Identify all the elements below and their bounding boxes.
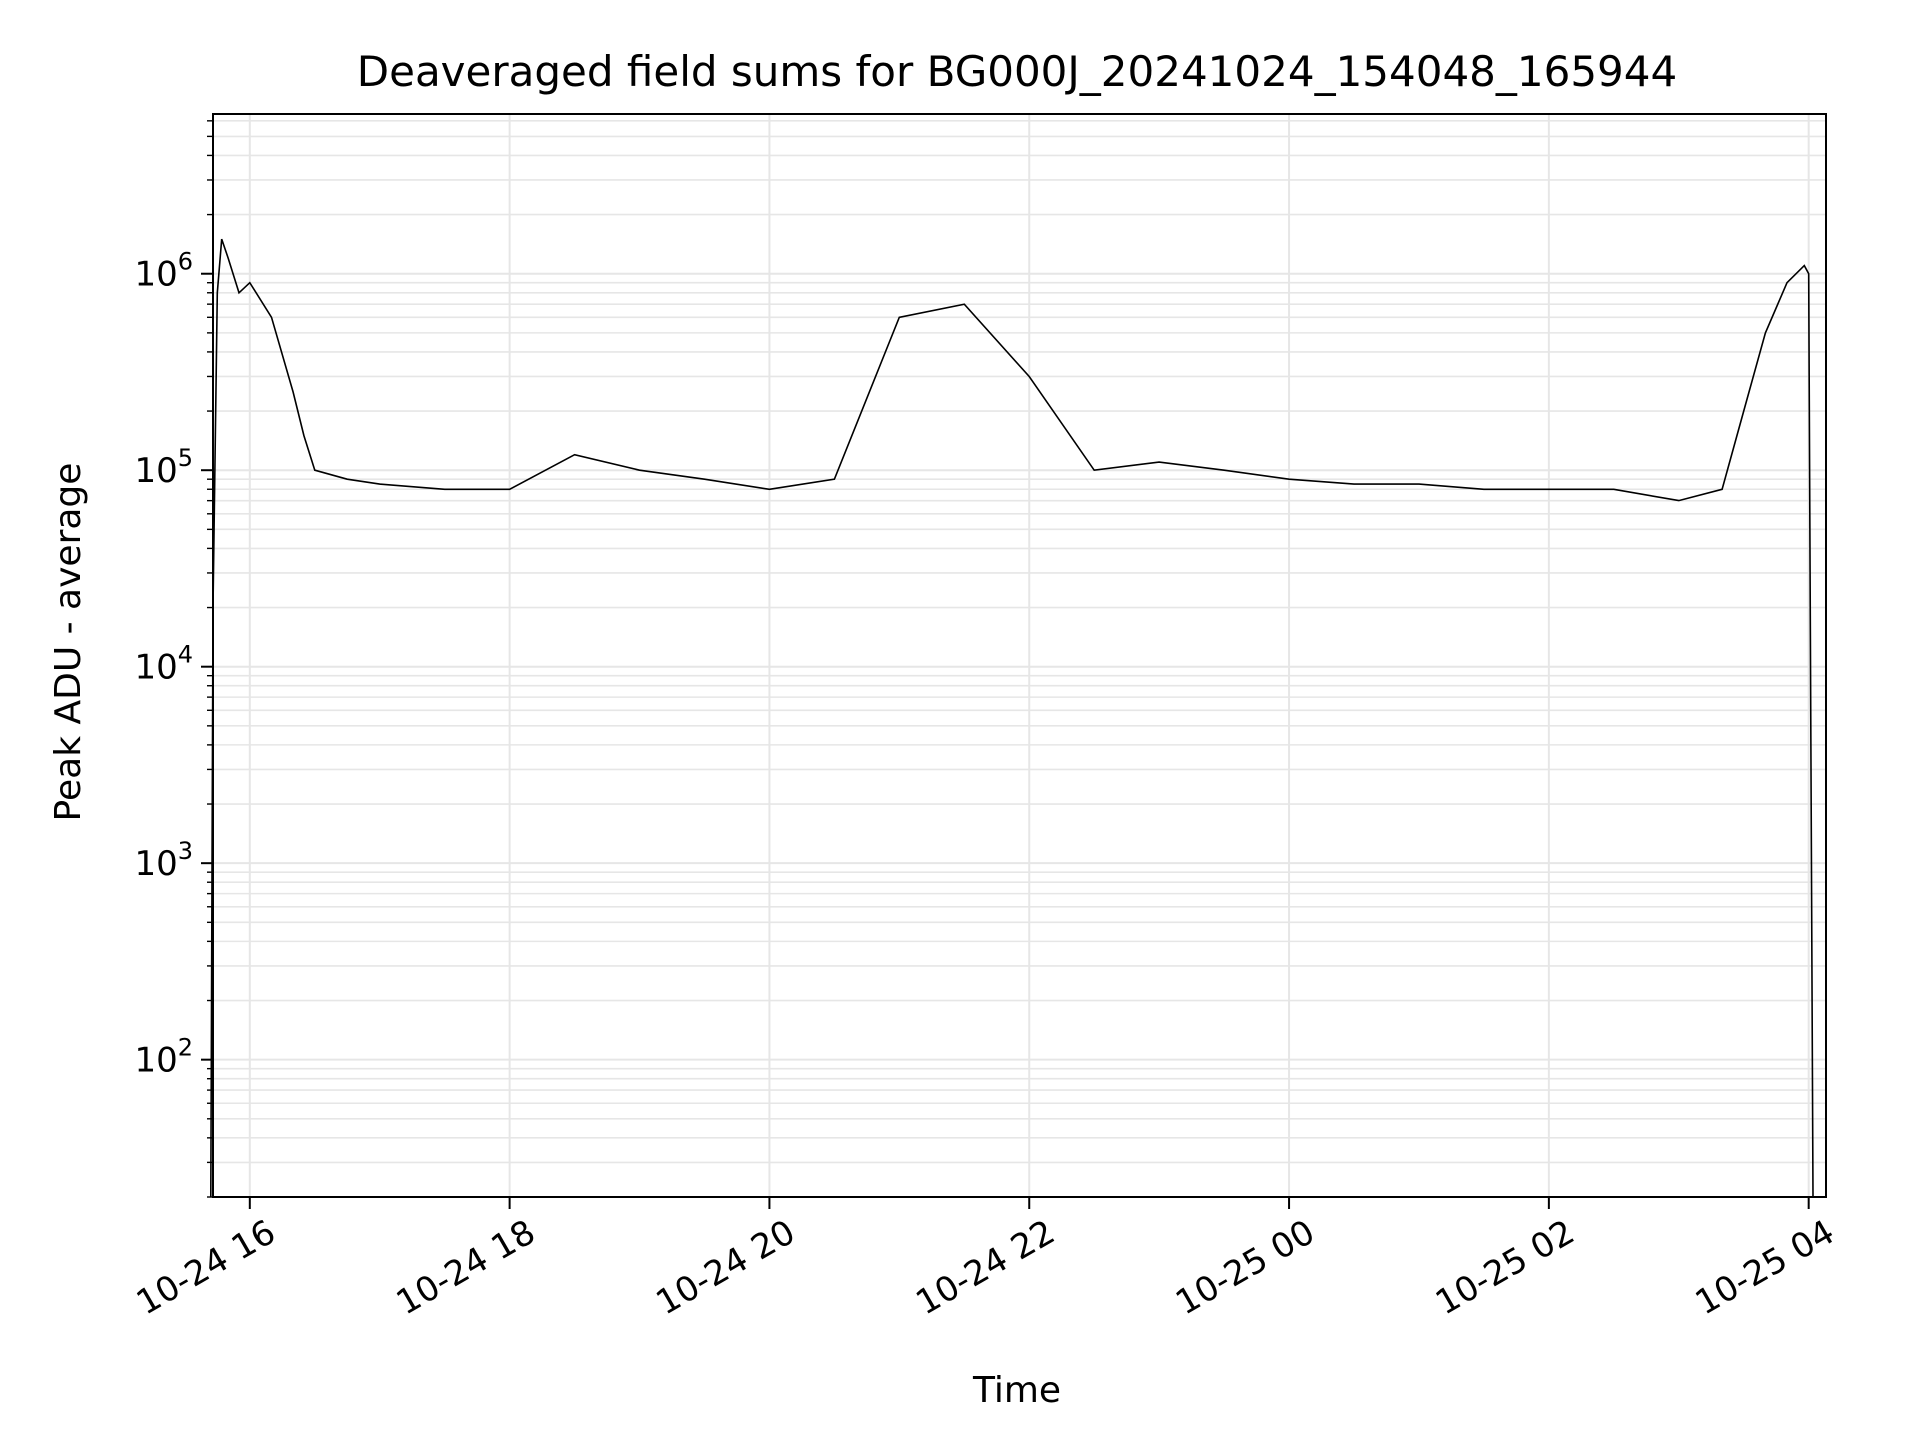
grid-lines [213,114,1826,1198]
y-tick-label: 104 [134,641,193,688]
plot-frame [212,113,1827,1198]
y-axis-label: Peak ADU - average [48,463,89,822]
y-tick-label: 106 [134,248,193,295]
y-tick-label: 103 [134,837,193,884]
chart-title: Deaveraged field sums for BG000J_2024102… [357,47,1677,96]
y-tick-label: 105 [134,444,193,491]
y-tick-label: 102 [134,1034,193,1081]
x-axis-label: Time [972,1370,1061,1411]
series-layer [210,238,1814,1198]
series-line [210,238,1814,1198]
